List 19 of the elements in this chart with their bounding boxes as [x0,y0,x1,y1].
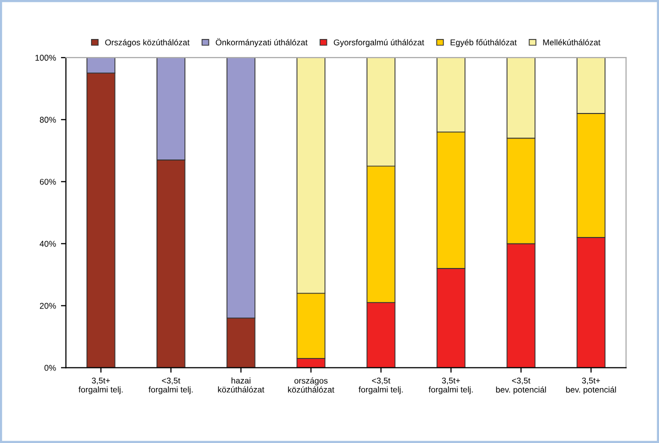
legend-label: Mellékúthálózat [543,39,600,46]
y-tick-label: 100% [36,54,56,61]
y-tick-label: 60% [40,178,56,185]
legend-label: Önkormányzati úthálózat [216,38,308,47]
y-tick-label: 80% [40,116,56,123]
x-tick-label: <3,5t forgalmi telj. [358,378,403,394]
legend-label: Egyéb főúthálózat [450,39,517,47]
legend-label: Gyorsforgalmú úthálózat [334,39,424,47]
y-tick-label: 20% [40,302,56,309]
x-tick-label: <3,5t forgalmi telj. [148,378,193,394]
legend-label: Országos közúthálózat [105,39,190,47]
x-tick-label: 3,5t+ forgalmi telj. [78,378,123,394]
x-tick-label: országos közúthálózat [288,377,334,393]
x-tick-label: hazai közúthálózat [218,377,264,393]
x-tick-label: <3,5t bev. potenciál [496,378,546,394]
x-tick-label: 3,5t+ bev. potenciál [566,378,616,394]
y-tick-label: 40% [40,240,56,247]
x-tick-label: 3,5t+ forgalmi telj. [428,378,473,394]
y-tick-label: 0% [44,364,56,371]
